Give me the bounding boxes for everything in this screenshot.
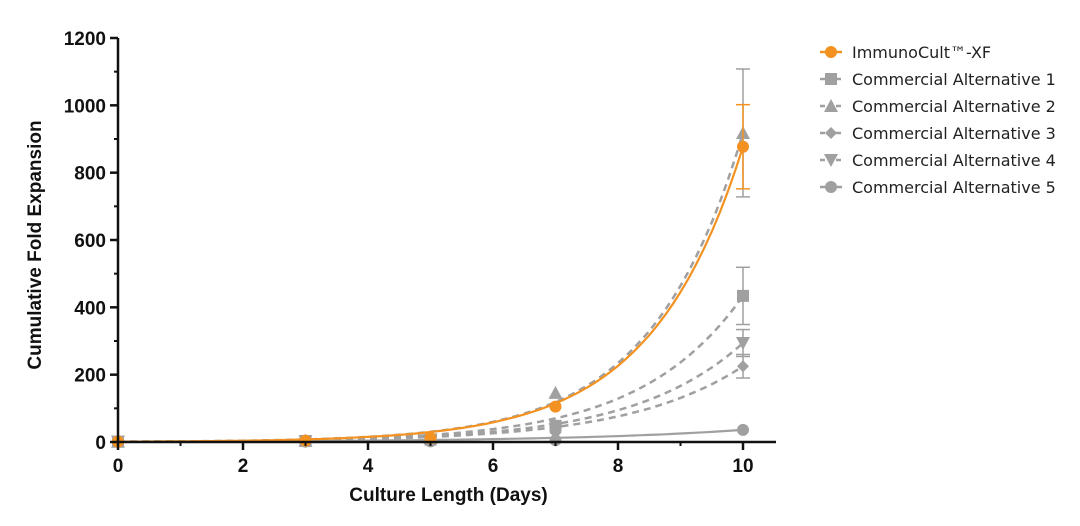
legend-marker — [824, 154, 838, 167]
legend-label: Commercial Alternative 1 — [852, 70, 1056, 89]
y-tick-label: 600 — [74, 231, 106, 252]
data-point — [737, 140, 749, 153]
legend-item-4: Commercial Alternative 4 — [820, 151, 1056, 170]
y-tick-label: 400 — [74, 298, 106, 319]
data-point — [737, 423, 749, 436]
series-2 — [111, 68, 750, 448]
x-tick-label: 8 — [613, 456, 624, 477]
series-line — [117, 342, 744, 443]
legend: ImmunoCult™-XF Commercial Alternative 1 Co… — [820, 43, 1056, 197]
legend-item-2: Commercial Alternative 2 — [820, 97, 1056, 116]
y-tick-label: 800 — [74, 164, 106, 185]
axes-layer — [116, 38, 776, 444]
legend-item-1: Commercial Alternative 1 — [820, 70, 1056, 89]
x-tick-label: 2 — [238, 456, 249, 477]
x-tick-label: 0 — [113, 456, 124, 477]
data-point — [737, 360, 749, 373]
series-layer — [111, 68, 750, 449]
y-tick-label: 1200 — [64, 29, 106, 50]
x-tick-label: 10 — [732, 456, 753, 477]
legend-marker — [824, 99, 838, 112]
legend-item-0: ImmunoCult™-XF — [820, 43, 991, 62]
legend-label: Commercial Alternative 4 — [852, 151, 1056, 170]
y-tick-label: 0 — [95, 433, 106, 454]
data-point — [549, 434, 562, 447]
series-0 — [112, 103, 750, 448]
y-tick-label: 200 — [74, 366, 106, 387]
data-point — [736, 337, 750, 351]
x-tick-label: 6 — [488, 456, 499, 477]
y-axis-title: Cumulative Fold Expansion — [25, 120, 46, 369]
x-tick-label: 4 — [363, 456, 374, 477]
data-point — [737, 289, 749, 302]
series-1 — [112, 266, 750, 448]
ticks-layer: 0 200 400 600 800 1000 1200 0 2 4 6 8 10 — [64, 29, 754, 477]
series-line — [117, 132, 745, 443]
legend-marker — [825, 46, 837, 58]
legend-item-5: Commercial Alternative 5 — [820, 178, 1056, 197]
legend-label: Commercial Alternative 5 — [852, 178, 1056, 197]
series-line — [117, 365, 744, 443]
legend-item-3: Commercial Alternative 3 — [820, 124, 1056, 143]
data-point — [548, 385, 563, 399]
series-line — [117, 146, 745, 443]
legend-label: ImmunoCult™-XF — [852, 43, 991, 62]
legend-marker — [825, 73, 837, 85]
data-point — [299, 434, 312, 447]
y-tick-label: 1000 — [64, 96, 106, 117]
series-line — [117, 295, 745, 443]
x-axis-title: Culture Length (Days) — [349, 485, 547, 506]
data-point — [549, 419, 562, 432]
data-point — [549, 400, 562, 413]
legend-marker — [825, 127, 837, 139]
legend-label: Commercial Alternative 3 — [852, 124, 1056, 143]
legend-marker — [825, 181, 837, 193]
legend-label: Commercial Alternative 2 — [852, 97, 1056, 116]
